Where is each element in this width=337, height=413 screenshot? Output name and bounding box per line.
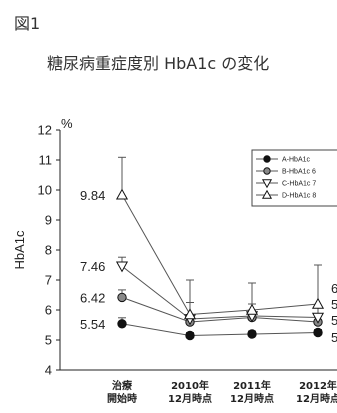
legend-label: A-HbA1c: [282, 157, 311, 164]
legend-label: D-HbA1c 8: [282, 193, 316, 200]
data-label-start: 5.54: [80, 317, 105, 332]
series-line: [121, 194, 319, 316]
legend-marker: [261, 189, 273, 199]
y-unit-label: %: [61, 116, 73, 131]
series-line: [121, 323, 319, 337]
data-point: [183, 308, 197, 320]
legend-label: C-HbA1c 7: [282, 181, 316, 188]
data-label-start: 6.42: [80, 290, 105, 305]
data-point: [115, 261, 129, 273]
data-point: [311, 297, 325, 309]
y-tick-label: 6: [45, 303, 52, 318]
data-label-end: 5: [331, 313, 337, 328]
y-tick-label: 9: [45, 213, 52, 228]
x-tick-label: 2010年: [171, 379, 209, 392]
x-tick-label: 2012年: [299, 379, 337, 392]
x-tick-label: 開始時: [107, 392, 137, 405]
data-label-start: 7.46: [80, 259, 105, 274]
y-tick-label: 7: [45, 273, 52, 288]
x-tick-label: 12月時点: [296, 392, 337, 405]
y-tick-label: 5: [45, 333, 52, 348]
data-point: [117, 319, 127, 329]
x-tick-label: 12月時点: [168, 392, 212, 405]
data-point: [313, 327, 323, 338]
data-point: [311, 312, 325, 324]
figure-label: 図1: [14, 14, 41, 33]
legend-label: B-HbA1c 6: [282, 169, 316, 176]
series-line: [121, 296, 319, 323]
data-label-end: 5: [331, 297, 337, 312]
y-tick-label: 4: [45, 363, 52, 378]
legend-marker: [261, 179, 273, 189]
y-axis-title: HbA1c: [12, 230, 27, 270]
x-tick-label: 12月時点: [230, 392, 274, 405]
data-point: [185, 330, 195, 341]
y-tick-label: 10: [38, 183, 52, 198]
data-label-end: 5: [331, 330, 337, 345]
y-tick-label: 11: [39, 153, 53, 168]
chart-title: 糖尿病重症度別 HbA1c の変化: [47, 54, 270, 73]
x-tick-label: 2011年: [233, 379, 271, 392]
series-line: [121, 265, 319, 320]
data-point: [117, 292, 127, 303]
legend-marker: [263, 167, 271, 175]
y-tick-label: 8: [45, 243, 52, 258]
x-tick-label: 治療: [112, 379, 132, 392]
data-label-start: 9.84: [80, 188, 105, 203]
data-point: [245, 303, 259, 315]
y-tick-label: 12: [38, 123, 52, 138]
data-label-end: 6: [331, 281, 337, 296]
data-point: [247, 329, 257, 339]
legend-marker: [263, 155, 271, 163]
data-point: [115, 188, 129, 200]
